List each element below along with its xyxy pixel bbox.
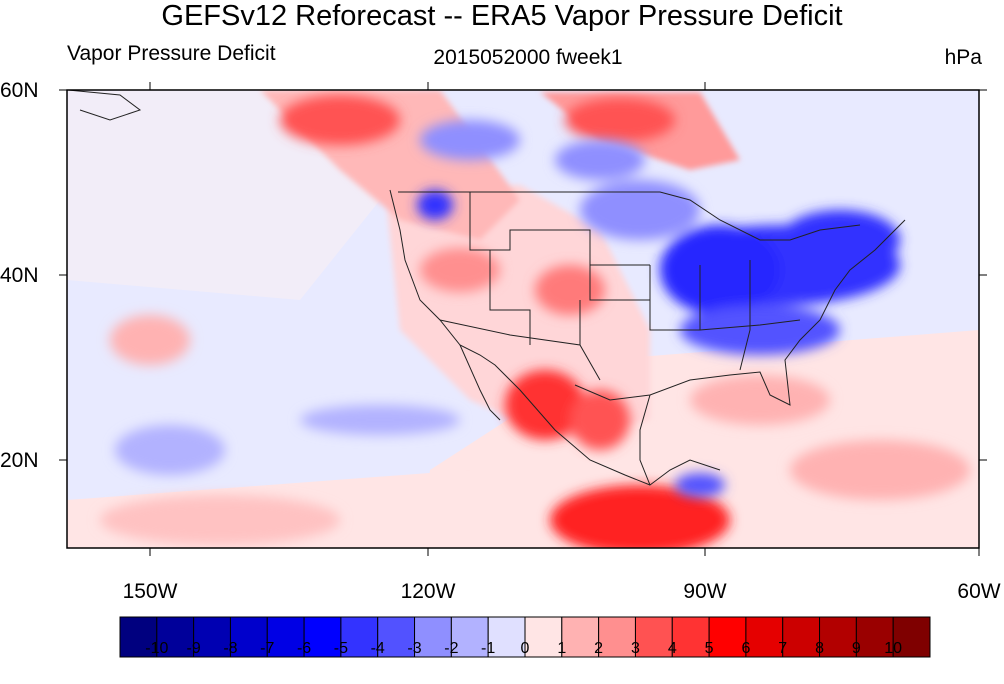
colorbar-swatch <box>708 616 747 658</box>
colorbar-swatch <box>819 616 857 658</box>
colorbar-label: 2 <box>594 640 604 657</box>
colorbar-swatch <box>156 616 195 658</box>
colorbar-swatch <box>414 616 452 658</box>
colorbar-swatch <box>561 616 600 658</box>
colorbar-label: 7 <box>778 640 788 657</box>
lon-label-120w: 120W <box>400 580 456 603</box>
colorbar-swatch <box>855 616 894 658</box>
colorbar-label: 1 <box>557 640 567 657</box>
colorbar-swatch <box>340 616 379 658</box>
colorbar <box>119 616 931 658</box>
colorbar-label: -2 <box>444 640 459 657</box>
forecast-time-label: 2015052000 fweek1 <box>433 46 623 69</box>
colorbar-label: -5 <box>333 640 349 657</box>
units-label: hPa <box>944 46 982 69</box>
colorbar-label: 4 <box>667 640 677 657</box>
colorbar-label: 3 <box>631 640 640 657</box>
variable-label: Vapor Pressure Deficit <box>67 42 276 65</box>
colorbar-swatch <box>598 616 636 658</box>
colorbar-label: -9 <box>186 640 201 657</box>
colorbar-swatch <box>634 616 673 658</box>
colorbar-label: 5 <box>704 640 714 657</box>
colorbar-swatch <box>229 616 268 658</box>
colorbar-label: -6 <box>296 640 312 657</box>
lat-label-20n: 20N <box>0 449 39 472</box>
lon-label-150w: 150W <box>122 580 178 603</box>
colorbar-label: 0 <box>520 640 530 657</box>
colorbar-swatch <box>377 616 416 658</box>
lat-label-40n: 40N <box>0 264 39 287</box>
colorbar-swatch <box>671 616 710 658</box>
colorbar-label: -10 <box>145 640 169 657</box>
colorbar-swatch <box>745 616 784 658</box>
map-title: GEFSv12 Reforecast -- ERA5 Vapor Pressur… <box>161 0 843 32</box>
colorbar-label: -4 <box>370 640 385 657</box>
lon-label-60w: 60W <box>957 580 1001 603</box>
colorbar-label: 9 <box>851 640 861 657</box>
colorbar-swatch <box>266 616 305 658</box>
lat-label-60n: 60N <box>0 79 39 102</box>
vpd-field <box>67 90 979 548</box>
colorbar-label: 10 <box>884 640 903 657</box>
colorbar-label: 6 <box>741 640 751 657</box>
colorbar-label: -8 <box>223 640 238 657</box>
colorbar-swatch <box>193 616 231 658</box>
colorbar-label: 8 <box>815 640 824 657</box>
tick-marks <box>59 82 987 556</box>
colorbar-swatch <box>119 616 158 658</box>
colorbar-label: -7 <box>260 640 275 657</box>
lon-label-90w: 90W <box>683 580 727 603</box>
colorbar-swatch <box>892 616 931 658</box>
colorbar-swatch <box>782 616 821 658</box>
map-frame <box>66 89 980 549</box>
colorbar-label: -3 <box>407 640 422 657</box>
colorbar-swatch <box>303 616 342 658</box>
colorbar-swatch <box>450 616 489 658</box>
colorbar-label: -1 <box>481 640 496 657</box>
colorbar-swatch <box>524 616 563 658</box>
